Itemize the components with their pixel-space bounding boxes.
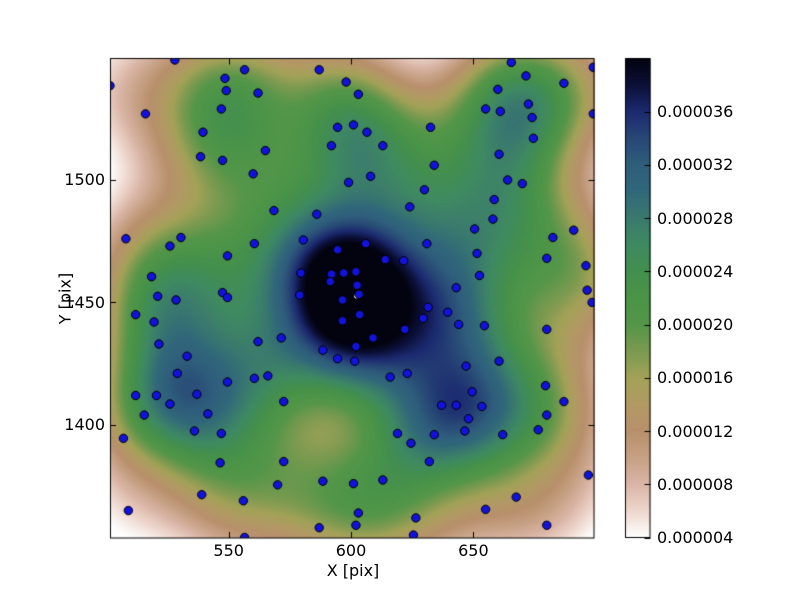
colorbar-tick-label: 0.000008	[657, 474, 734, 494]
x-tick-label: 600	[335, 541, 367, 560]
y-tick-label: 1400	[64, 415, 105, 435]
colorbar-tick-label: 0.000024	[657, 261, 734, 281]
colorbar-tick-label: 0.000016	[657, 368, 734, 388]
x-tick-label: 650	[458, 541, 489, 560]
colorbar-tick-label: 0.000032	[657, 155, 734, 175]
y-axis-label: Y [pix]	[55, 272, 75, 325]
colorbar-tick-label: 0.000028	[657, 208, 734, 228]
x-axis-label: X [pix]	[326, 561, 380, 580]
colorbar-tick-label: 0.000020	[657, 315, 734, 335]
colorbar-tick-label: 0.000012	[657, 421, 734, 441]
colorbar-tick-label: 0.000036	[657, 102, 734, 122]
x-tick-label: 550	[213, 541, 244, 560]
y-tick-label: 1450	[64, 292, 105, 312]
y-tick-label: 1500	[64, 170, 105, 190]
colorbar-tick-label: 0.000004	[657, 528, 734, 547]
